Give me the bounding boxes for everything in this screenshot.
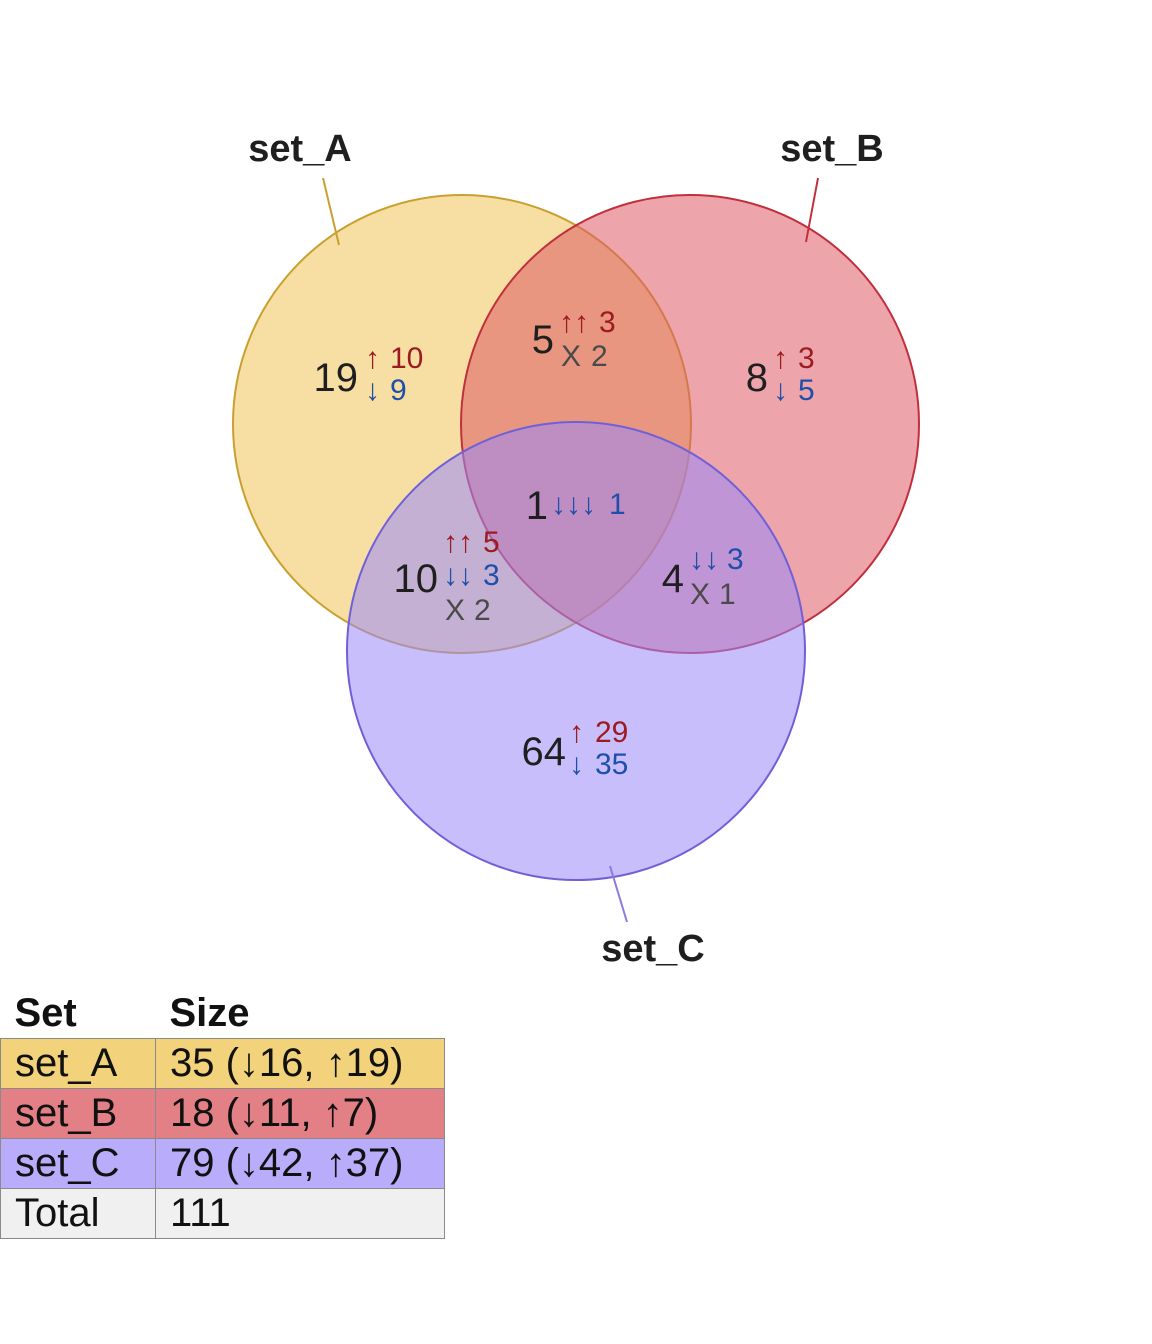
region-ac-down-arrows: ↓↓ [443, 559, 473, 592]
region-bc-mixed-label: X [690, 578, 710, 611]
table-cell-size: 35 (↓16, ↑19) [155, 1038, 445, 1089]
region-a-only-up-arrows: ↑ [365, 342, 380, 375]
region-ab-up-arrows: ↑↑ [559, 306, 589, 339]
region-c-only-up-count: 29 [595, 716, 628, 749]
region-ab-mixed-count: 2 [591, 340, 608, 373]
region-b-only-count: 8 [746, 356, 768, 400]
region-b-only-up-count: 3 [798, 342, 815, 375]
region-a-only-up-count: 10 [390, 342, 423, 375]
region-a-only-down-count: 9 [390, 374, 407, 407]
region-ac-down-count: 3 [483, 559, 500, 592]
table-row: set_C 79 (↓42, ↑37) [0, 1138, 445, 1189]
table-header-row: Set Size [1, 988, 445, 1039]
venn-diagram: set_A set_B set_C 19 ↑ 10 ↓ 9 8 ↑ 3 ↓ 5 … [232, 128, 920, 970]
table-cell-set: set_C [0, 1138, 156, 1189]
region-ac-up-count: 5 [483, 526, 500, 559]
region-c-only-up-arrows: ↑ [569, 716, 584, 749]
table-row: Total 111 [0, 1188, 445, 1239]
region-b-only-down-count: 5 [798, 374, 815, 407]
table-row: set_A 35 (↓16, ↑19) [0, 1038, 445, 1089]
set-c-label: set_C [601, 928, 705, 970]
region-ab-up-count: 3 [599, 306, 616, 339]
set-b-leader-line [805, 177, 819, 243]
set-size-table: Set Size set_A 35 (↓16, ↑19) set_B 18 (↓… [0, 988, 445, 1239]
set-c-circle [346, 421, 806, 881]
region-abc-down-count: 1 [609, 488, 626, 521]
region-ac-count: 10 [394, 557, 439, 601]
region-ab-count: 5 [532, 318, 554, 362]
region-b-only-up-arrows: ↑ [773, 342, 788, 375]
table-cell-size: 111 [155, 1188, 445, 1239]
region-ac-mixed-count: 2 [474, 594, 491, 627]
region-bc-count: 4 [662, 557, 684, 601]
region-ac-mixed-label: X [445, 594, 465, 627]
region-c-only-down-count: 35 [595, 748, 628, 781]
region-abc-count: 1 [526, 484, 548, 528]
set-a-label: set_A [248, 128, 352, 170]
region-ac-up-arrows: ↑↑ [443, 526, 473, 559]
set-c-leader-line [609, 865, 628, 923]
table-row: set_B 18 (↓11, ↑7) [0, 1088, 445, 1139]
region-abc-down-arrows: ↓↓↓ [551, 488, 596, 521]
table-cell-set: Total [0, 1188, 156, 1239]
region-c-only-count: 64 [522, 730, 567, 774]
region-bc-mixed-count: 1 [719, 578, 736, 611]
table-cell-size: 79 (↓42, ↑37) [155, 1138, 445, 1189]
region-a-only-count: 19 [314, 356, 359, 400]
region-c-only-down-arrows: ↓ [569, 748, 584, 781]
set-a-leader-line [322, 177, 340, 246]
table-cell-set: set_B [0, 1088, 156, 1139]
table-cell-size: 18 (↓11, ↑7) [155, 1088, 445, 1139]
region-a-only-down-arrows: ↓ [365, 374, 380, 407]
table-cell-set: set_A [0, 1038, 156, 1089]
size-column-header: Size [169, 990, 250, 1035]
set-b-label: set_B [780, 128, 884, 170]
region-bc-down-count: 3 [727, 543, 744, 576]
region-b-only-down-arrows: ↓ [773, 374, 788, 407]
set-column-header: Set [14, 990, 77, 1035]
region-bc-down-arrows: ↓↓ [689, 543, 719, 576]
region-ab-mixed-label: X [561, 340, 581, 373]
